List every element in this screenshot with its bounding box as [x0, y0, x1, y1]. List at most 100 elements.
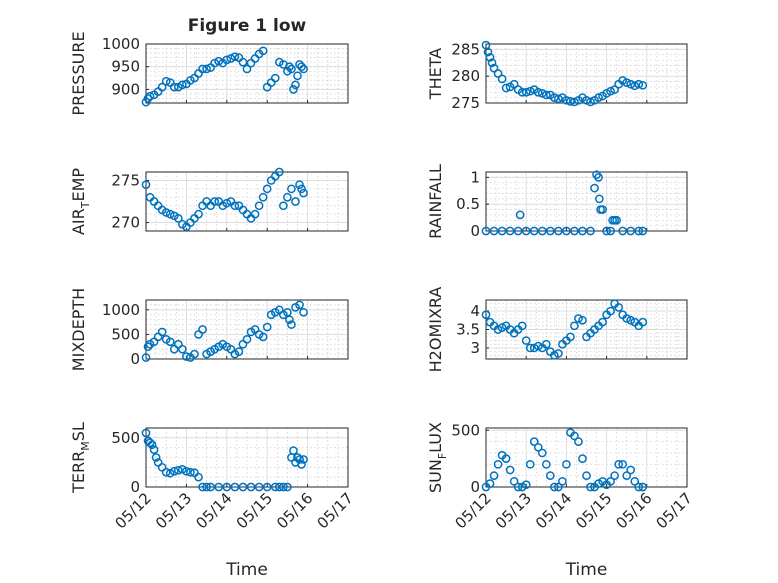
data-point	[509, 79, 519, 89]
data-point	[590, 183, 599, 193]
data-point	[501, 83, 511, 93]
x-tick-label: 05/17	[314, 489, 357, 532]
y-tick-label: 3.5	[456, 321, 480, 339]
data-point	[626, 226, 636, 236]
data-point	[279, 201, 288, 211]
data-point	[274, 167, 284, 177]
data-point	[299, 188, 308, 198]
data-point	[606, 226, 615, 236]
data-point	[521, 480, 531, 490]
data-point	[525, 343, 535, 353]
y-tick-label: 0	[470, 478, 480, 496]
y-tick-label: 1	[470, 168, 480, 186]
data-point	[614, 303, 624, 312]
data-point	[161, 208, 171, 217]
data-point	[234, 347, 244, 356]
y-tick-label: 280	[451, 67, 480, 85]
data-point	[594, 93, 603, 102]
data-point	[505, 465, 515, 475]
data-point	[198, 482, 207, 492]
data-point	[258, 46, 268, 56]
data-point	[487, 58, 497, 68]
data-point	[291, 80, 300, 90]
data-point	[562, 226, 571, 236]
data-point	[295, 300, 304, 310]
y-tick-label: 1000	[102, 35, 140, 53]
data-point	[493, 69, 503, 78]
axes-middle-right-1: 0 0.5 1 RAINFALL	[426, 164, 688, 240]
data-point	[262, 184, 272, 194]
data-point	[570, 226, 579, 236]
data-point	[283, 482, 292, 492]
data-point	[606, 86, 615, 96]
y-tick-label: 4	[470, 302, 480, 320]
data-point	[489, 471, 499, 481]
data-point	[612, 215, 622, 225]
y-tick-label: 500	[111, 325, 140, 343]
data-point	[202, 64, 211, 74]
y-tick-label: 0.5	[456, 195, 480, 213]
data-point	[533, 87, 543, 97]
data-point	[299, 307, 308, 317]
y-tick-label: 900	[111, 80, 140, 98]
axes-middle-left-1: 270 275 AIRTEMP	[69, 167, 349, 235]
data-point	[598, 205, 607, 214]
y-tick-label: 275	[111, 171, 140, 189]
y-axis-label: H2OMIXRA	[426, 287, 445, 373]
x-tick-label: 05/15	[233, 489, 276, 532]
data-point	[285, 315, 294, 325]
figure-title: Figure 1 low	[188, 16, 307, 36]
y-axis-label: MIXDEPTH	[69, 288, 88, 371]
x-tick-label: 05/17	[653, 489, 696, 532]
data-point	[529, 226, 539, 236]
data-point	[291, 197, 300, 206]
data-point	[521, 87, 531, 97]
data-point	[562, 459, 571, 469]
data-point	[230, 482, 240, 492]
data-point	[198, 64, 207, 74]
data-point	[149, 445, 159, 454]
data-point	[214, 56, 224, 66]
y-tick-label: 1000	[102, 301, 140, 319]
data-point	[289, 446, 298, 455]
data-point	[513, 226, 523, 236]
data-point	[274, 482, 284, 492]
x-tick-label: 05/14	[192, 489, 235, 532]
data-point	[141, 428, 151, 438]
data-point	[254, 482, 264, 492]
data-point	[161, 467, 171, 477]
x-tick-label: 05/16	[612, 489, 655, 532]
data-point	[173, 465, 183, 475]
y-tick-label: 500	[111, 429, 140, 447]
y-tick-label: 950	[111, 58, 140, 76]
axes-border	[145, 299, 349, 360]
data-point	[489, 226, 499, 236]
data-point	[169, 82, 179, 92]
data-point	[287, 64, 296, 74]
data-point	[141, 180, 151, 189]
data-point	[549, 350, 559, 360]
data-point	[258, 192, 268, 202]
data-point	[622, 78, 632, 87]
data-point	[515, 210, 525, 220]
data-point	[529, 343, 539, 353]
data-point	[254, 201, 264, 211]
data-point	[622, 471, 632, 481]
data-point	[521, 226, 531, 236]
data-point	[143, 94, 153, 103]
data-point	[618, 459, 628, 469]
data-point	[169, 466, 179, 476]
data-point	[246, 482, 256, 492]
data-point	[570, 321, 579, 331]
data-point	[638, 482, 648, 492]
data-point	[143, 342, 153, 352]
data-point	[582, 95, 591, 105]
data-point	[226, 54, 236, 63]
data-point	[178, 80, 187, 90]
x-tick-label: 05/16	[273, 489, 316, 532]
data-point	[497, 323, 507, 333]
data-point	[270, 482, 280, 492]
data-point	[287, 184, 296, 194]
data-point	[602, 226, 611, 236]
y-tick-label: 285	[451, 40, 480, 58]
